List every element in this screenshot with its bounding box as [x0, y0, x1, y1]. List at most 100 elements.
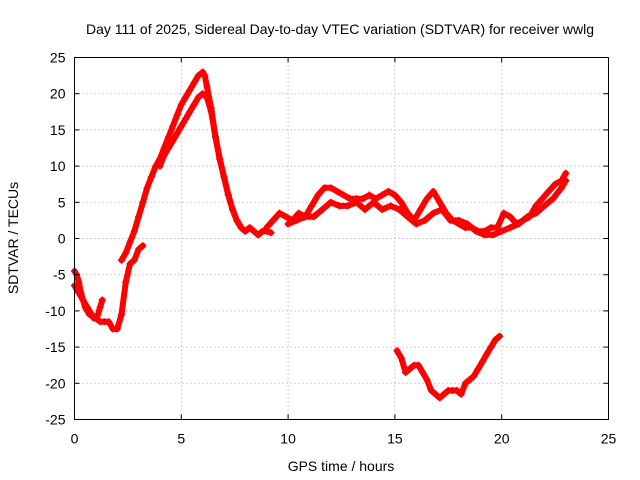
data-point [404, 213, 412, 221]
data-point [551, 180, 559, 188]
data-point [474, 365, 482, 373]
data-point [491, 336, 499, 344]
data-point [190, 101, 198, 109]
data-point [346, 195, 354, 203]
data-point [429, 209, 437, 217]
data-point [160, 151, 168, 159]
data-point [263, 224, 271, 232]
data-point [558, 184, 566, 192]
data-point [429, 187, 437, 195]
data-point [545, 187, 553, 195]
data-point [173, 111, 181, 119]
data-point [310, 213, 318, 221]
data-point [96, 303, 104, 311]
data-point [207, 108, 215, 116]
data-point [201, 72, 209, 80]
data-point [182, 93, 190, 101]
data-point [203, 93, 211, 101]
data-point [229, 206, 237, 214]
chart-title: Day 111 of 2025, Sidereal Day-to-day VTE… [86, 21, 594, 37]
data-point [395, 206, 403, 214]
x-tick-label: 0 [71, 431, 79, 447]
data-point [540, 202, 548, 210]
data-point [333, 187, 341, 195]
data-point [562, 169, 570, 177]
y-tick-label: 20 [50, 86, 66, 102]
data-point [177, 101, 185, 109]
data-point [139, 242, 147, 250]
data-point [393, 347, 401, 355]
data-point [335, 202, 343, 210]
y-tick-label: 25 [50, 50, 66, 66]
y-tick-label: -15 [45, 339, 65, 355]
data-point [117, 311, 125, 319]
x-axis-label: GPS time / hours [288, 458, 395, 474]
data-point [421, 216, 429, 224]
data-point [384, 187, 392, 195]
data-point [199, 90, 207, 98]
data-point [397, 198, 405, 206]
y-tick-label: 5 [58, 194, 66, 210]
data-point [293, 216, 301, 224]
data-point [147, 173, 155, 181]
data-point [130, 227, 138, 235]
x-tick-label: 15 [387, 431, 403, 447]
data-point [164, 133, 172, 141]
data-point [438, 206, 446, 214]
data-point [391, 191, 399, 199]
data-point [423, 376, 431, 384]
data-point [246, 224, 254, 232]
data-point [88, 311, 96, 319]
y-tick-label: 10 [50, 158, 66, 174]
data-point [199, 68, 207, 76]
data-point [370, 198, 378, 206]
data-point [267, 229, 275, 237]
data-point [515, 220, 523, 228]
data-point [318, 206, 326, 214]
data-point [254, 231, 262, 239]
data-point [295, 209, 303, 217]
data-point [472, 227, 480, 235]
data-point [378, 206, 386, 214]
data-point [352, 198, 360, 206]
x-ticks: 0 5 10 15 20 25 [71, 57, 616, 447]
data-point [483, 350, 491, 358]
data-point [446, 216, 454, 224]
data-point [314, 191, 322, 199]
grid [74, 57, 609, 420]
data-point [455, 216, 463, 224]
data-point [496, 332, 504, 340]
series-arc-early-lower [71, 242, 146, 332]
data-point [83, 303, 91, 311]
data-point [562, 177, 570, 185]
data-point [224, 191, 232, 199]
data-point [122, 278, 130, 286]
data-point [470, 372, 478, 380]
data-point [75, 289, 83, 297]
data-point [269, 216, 277, 224]
x-tick-label: 5 [177, 431, 185, 447]
series-layer [71, 68, 570, 402]
data-point [233, 216, 241, 224]
data-point [135, 245, 143, 253]
data-point [186, 108, 194, 116]
data-point [177, 122, 185, 130]
data-point [135, 213, 143, 221]
y-ticks: -25 -20 -15 -10 -5 0 5 10 15 20 25 [45, 50, 609, 428]
data-point [237, 224, 245, 232]
data-point [500, 209, 508, 217]
data-point [506, 213, 514, 221]
y-axis-label: SDTVAR / TECUs [5, 182, 21, 294]
data-point [431, 390, 439, 398]
data-point [203, 82, 211, 90]
data-point [478, 358, 486, 366]
data-point [344, 202, 352, 210]
data-point [105, 318, 113, 326]
data-point [397, 354, 405, 362]
y-tick-label: -10 [45, 303, 65, 319]
data-point [378, 191, 386, 199]
x-tick-label: 10 [280, 431, 296, 447]
y-tick-label: 0 [58, 231, 66, 247]
data-point [487, 224, 495, 232]
data-point [79, 296, 87, 304]
